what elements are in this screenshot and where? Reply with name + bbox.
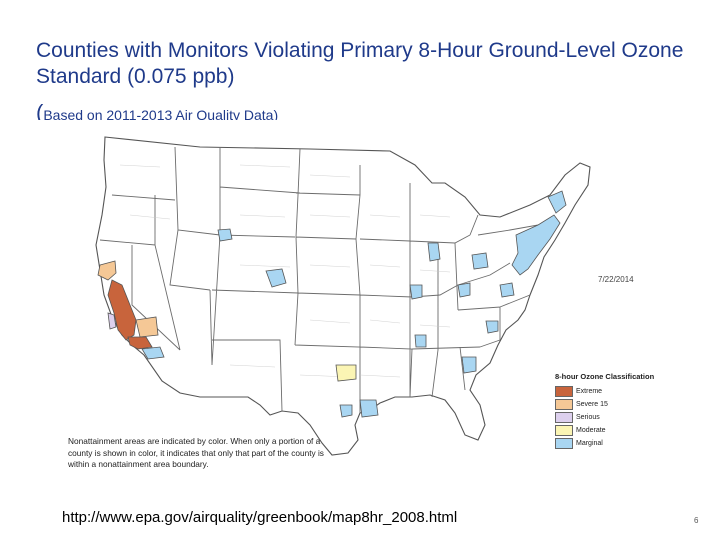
legend-swatch-marginal (555, 438, 573, 449)
area-bay-serious (107, 312, 117, 330)
legend-title: 8-hour Ozone Classification (555, 372, 655, 381)
map-legend: 8-hour Ozone Classification Extreme Seve… (555, 372, 685, 450)
nonattainment-areas (97, 190, 567, 418)
area-idaho-marginal (217, 228, 233, 242)
state-boundaries (99, 146, 539, 413)
legend-item-moderate: Moderate (555, 424, 685, 437)
area-la-extreme (127, 336, 153, 350)
area-denver-marginal (265, 268, 287, 288)
area-newengland-marginal (547, 190, 567, 214)
legend-label-marginal: Marginal (576, 440, 603, 447)
area-houston-marginal (359, 399, 379, 418)
us-map-svg (95, 136, 591, 456)
page-number: 6 (694, 516, 699, 525)
legend-swatch-severe (555, 399, 573, 410)
us-outline (95, 136, 591, 456)
map-note: Nonattainment areas are indicated by col… (68, 436, 324, 469)
source-link[interactable]: http://www.epa.gov/airquality/greenbook/… (62, 509, 458, 526)
us-ozone-map (60, 135, 620, 495)
area-ohio-marginal (471, 252, 489, 270)
legend-swatch-moderate (555, 425, 573, 436)
legend-label-extreme: Extreme (576, 388, 603, 395)
area-sanantonio-marginal (339, 404, 353, 418)
subtitle-text: Based on 2011-2013 Air Quality Data) (43, 107, 279, 120)
area-charlotte-marginal (485, 320, 499, 334)
legend-item-extreme: Extreme (555, 385, 685, 398)
area-stlouis-marginal (409, 284, 423, 300)
area-san-diego-marginal (141, 346, 165, 360)
legend-label-serious: Serious (576, 414, 600, 421)
area-atlanta-marginal (461, 356, 477, 374)
area-dc-marginal (499, 282, 515, 298)
map-date: 7/22/2014 (598, 275, 634, 284)
area-sacramento-severe (97, 260, 117, 281)
legend-swatch-serious (555, 412, 573, 423)
legend-label-severe: Severe 15 (576, 401, 608, 408)
page-title: Counties with Monitors Violating Primary… (36, 39, 684, 88)
legend-item-marginal: Marginal (555, 437, 685, 450)
page-subtitle: (Based on 2011-2013 Air Quality Data) (36, 102, 278, 120)
legend-item-severe: Severe 15 (555, 398, 685, 411)
area-dallas-moderate (335, 364, 357, 382)
legend-label-moderate: Moderate (576, 427, 606, 434)
subtitle-paren: ( (36, 102, 44, 120)
legend-swatch-extreme (555, 386, 573, 397)
legend-item-serious: Serious (555, 411, 685, 424)
area-memphis-marginal (414, 334, 427, 348)
area-mojave-severe (135, 316, 159, 338)
area-cincinnati-marginal (457, 282, 471, 298)
area-northeast-marginal (511, 214, 561, 276)
area-chicago-marginal (427, 242, 441, 262)
